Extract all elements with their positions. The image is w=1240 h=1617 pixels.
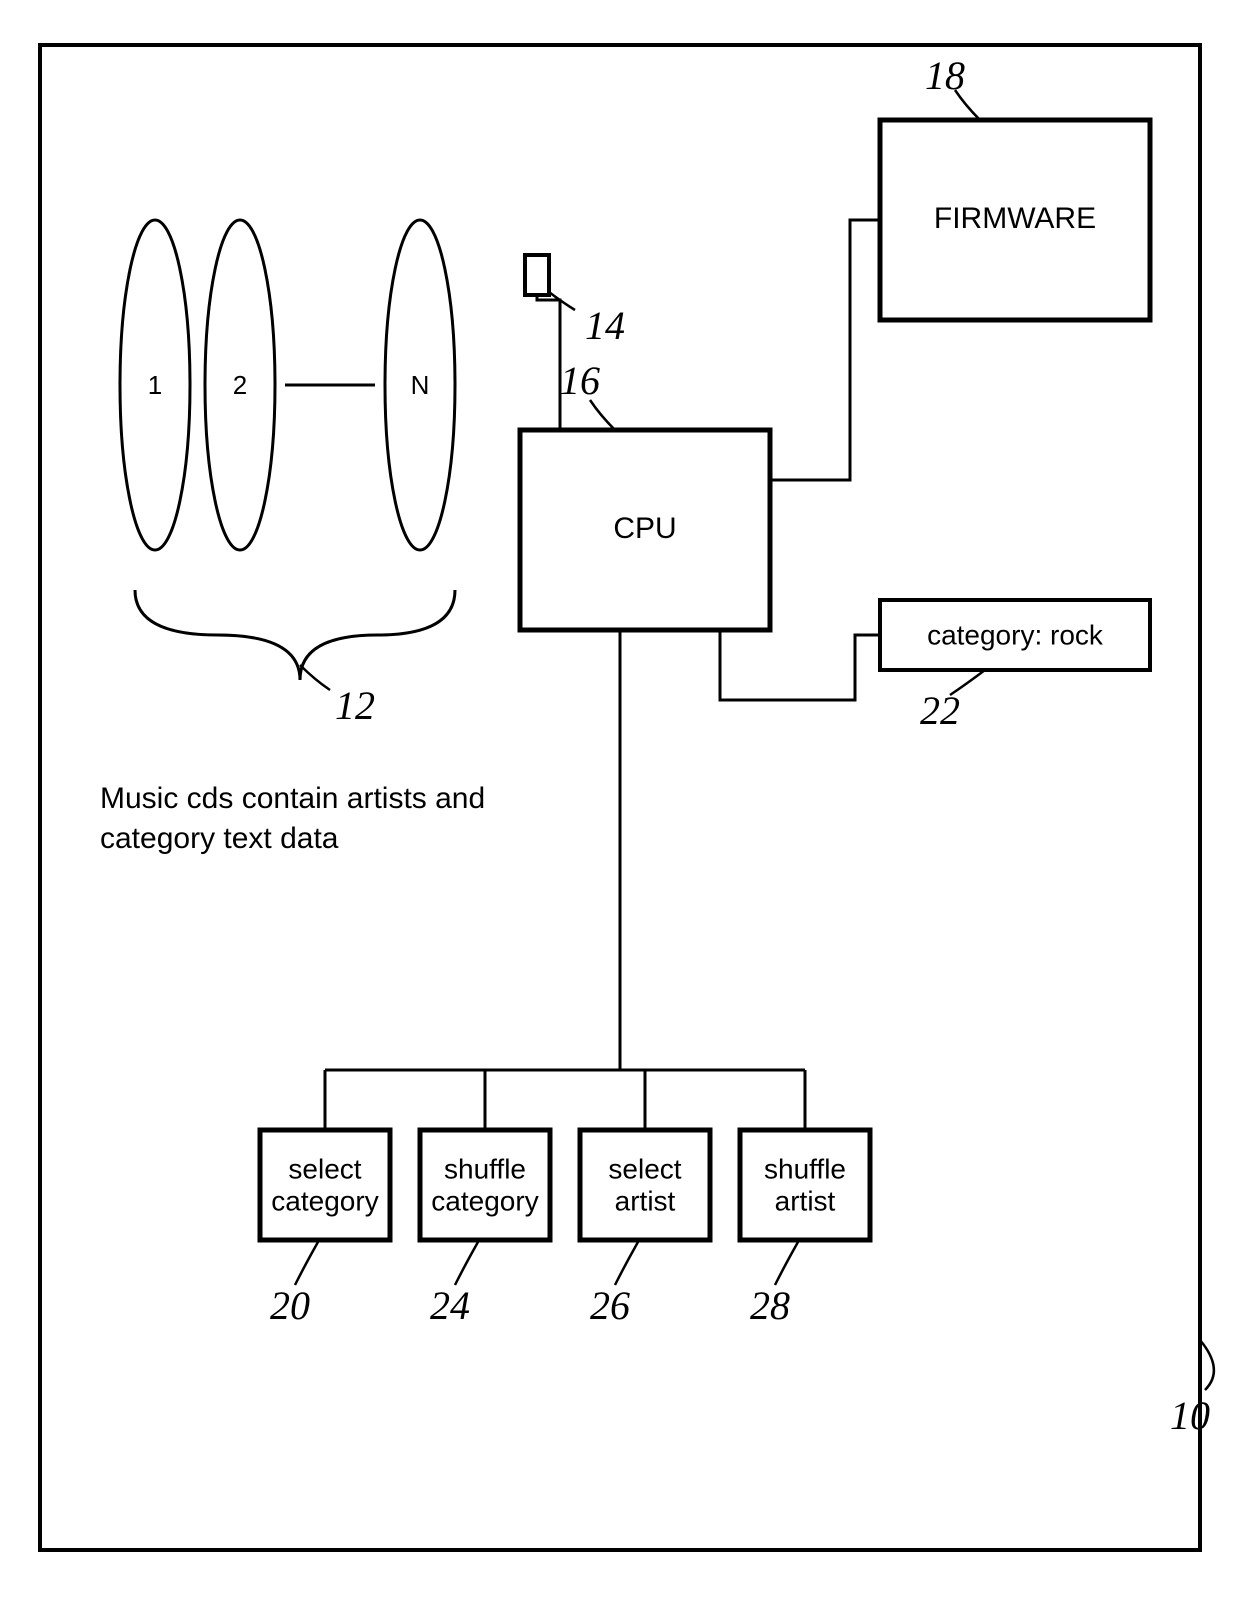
btn-select-artist-label-2: artist <box>615 1185 676 1216</box>
discs-caption-line2: category text data <box>100 822 339 855</box>
ref-16: 16 <box>560 358 600 403</box>
ref-22: 22 <box>920 688 960 733</box>
ref-10: 10 <box>1170 1393 1210 1438</box>
btn-select-category-label-1: select <box>288 1153 361 1184</box>
btn-shuffle-artist-label-2: artist <box>775 1185 836 1216</box>
display-label: category: rock <box>927 619 1104 650</box>
btn-shuffle-category-label-2: category <box>431 1185 538 1216</box>
ref-26: 26 <box>590 1283 630 1328</box>
discs-caption-line1: Music cds contain artists and <box>100 782 485 815</box>
btn-select-artist-label-1: select <box>608 1153 681 1184</box>
firmware-label: FIRMWARE <box>934 202 1096 235</box>
disc-label-3: N <box>411 370 430 400</box>
btn-select-category-label-2: category <box>271 1185 378 1216</box>
diagram-svg: 12N12Music cds contain artists andcatego… <box>0 0 1240 1617</box>
discs-brace <box>135 590 455 680</box>
ref-20: 20 <box>270 1283 310 1328</box>
disc-label-1: 1 <box>148 370 162 400</box>
reader-box <box>525 255 549 295</box>
cpu-label: CPU <box>613 512 676 545</box>
ref-18: 18 <box>925 53 965 98</box>
ref-28: 28 <box>750 1283 790 1328</box>
diagram-stage: { "canvas": { "width": 1240, "height": 1… <box>0 0 1240 1617</box>
btn-shuffle-artist-label-1: shuffle <box>764 1153 846 1184</box>
btn-shuffle-category-label-1: shuffle <box>444 1153 526 1184</box>
ref-24: 24 <box>430 1283 470 1328</box>
ref-14: 14 <box>585 303 625 348</box>
ref-12: 12 <box>335 683 375 728</box>
disc-label-2: 2 <box>233 370 247 400</box>
